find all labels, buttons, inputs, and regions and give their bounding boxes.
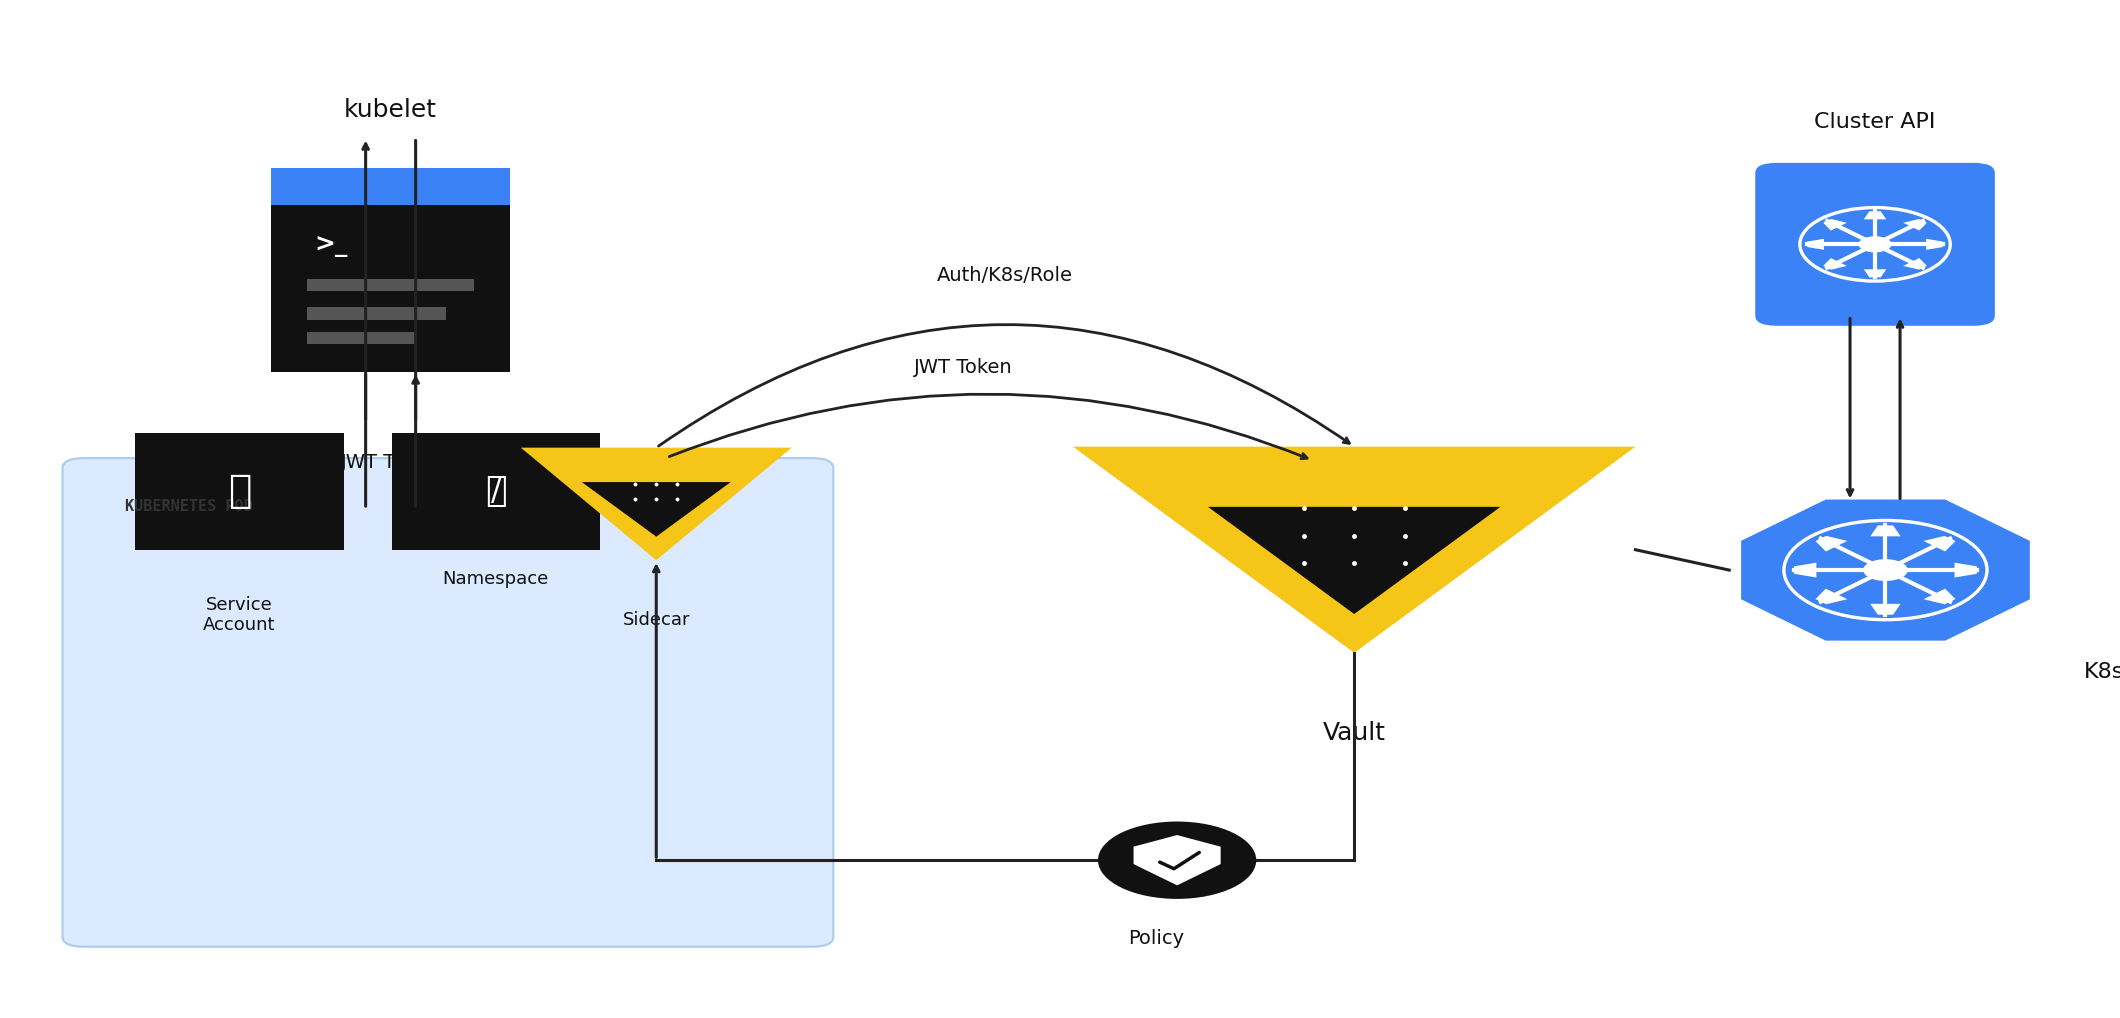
Text: >_: >_: [314, 233, 348, 258]
Polygon shape: [581, 483, 731, 536]
FancyBboxPatch shape: [136, 433, 343, 550]
Circle shape: [1098, 822, 1257, 899]
Circle shape: [1863, 559, 1908, 581]
Polygon shape: [522, 448, 791, 560]
Polygon shape: [1923, 535, 1955, 552]
Polygon shape: [1870, 525, 1902, 536]
Polygon shape: [1904, 219, 1927, 230]
FancyBboxPatch shape: [271, 168, 511, 205]
Text: KUBERNETES POD: KUBERNETES POD: [125, 499, 252, 514]
Text: JWT Token: JWT Token: [914, 357, 1013, 377]
Polygon shape: [1870, 604, 1902, 615]
Text: Namespace: Namespace: [443, 570, 549, 588]
Text: JWT Token: JWT Token: [341, 453, 441, 472]
Text: ⎕: ⎕: [485, 474, 507, 508]
Polygon shape: [1794, 563, 1817, 577]
Text: Sidecar: Sidecar: [623, 611, 689, 629]
Polygon shape: [1208, 507, 1501, 614]
FancyBboxPatch shape: [307, 279, 475, 291]
Polygon shape: [1808, 239, 1823, 249]
Text: /: /: [490, 476, 500, 506]
FancyBboxPatch shape: [307, 307, 445, 320]
Polygon shape: [1955, 563, 1976, 577]
FancyBboxPatch shape: [271, 168, 511, 372]
Text: kubelet: kubelet: [343, 98, 437, 122]
Polygon shape: [1823, 259, 1847, 270]
Polygon shape: [1815, 588, 1847, 605]
FancyBboxPatch shape: [61, 458, 833, 947]
Text: Cluster API: Cluster API: [1815, 112, 1936, 132]
Polygon shape: [1923, 588, 1955, 605]
Polygon shape: [1134, 835, 1221, 886]
Text: Vault: Vault: [1323, 721, 1386, 745]
Polygon shape: [1815, 535, 1847, 552]
FancyBboxPatch shape: [307, 332, 418, 344]
FancyBboxPatch shape: [392, 433, 600, 550]
Polygon shape: [1863, 212, 1887, 219]
Polygon shape: [1073, 447, 1635, 653]
Polygon shape: [1904, 259, 1927, 270]
Text: Auth/K8s/Role: Auth/K8s/Role: [937, 266, 1073, 285]
Polygon shape: [1863, 270, 1887, 277]
Text: 🔧: 🔧: [229, 472, 252, 510]
FancyBboxPatch shape: [1755, 163, 1995, 326]
Text: Service
Account: Service Account: [204, 596, 276, 634]
Text: Policy: Policy: [1128, 929, 1185, 949]
Polygon shape: [1927, 239, 1942, 249]
Polygon shape: [1823, 219, 1847, 230]
Circle shape: [1859, 236, 1891, 252]
Text: K8s: K8s: [2084, 662, 2120, 682]
Polygon shape: [1741, 500, 2029, 640]
